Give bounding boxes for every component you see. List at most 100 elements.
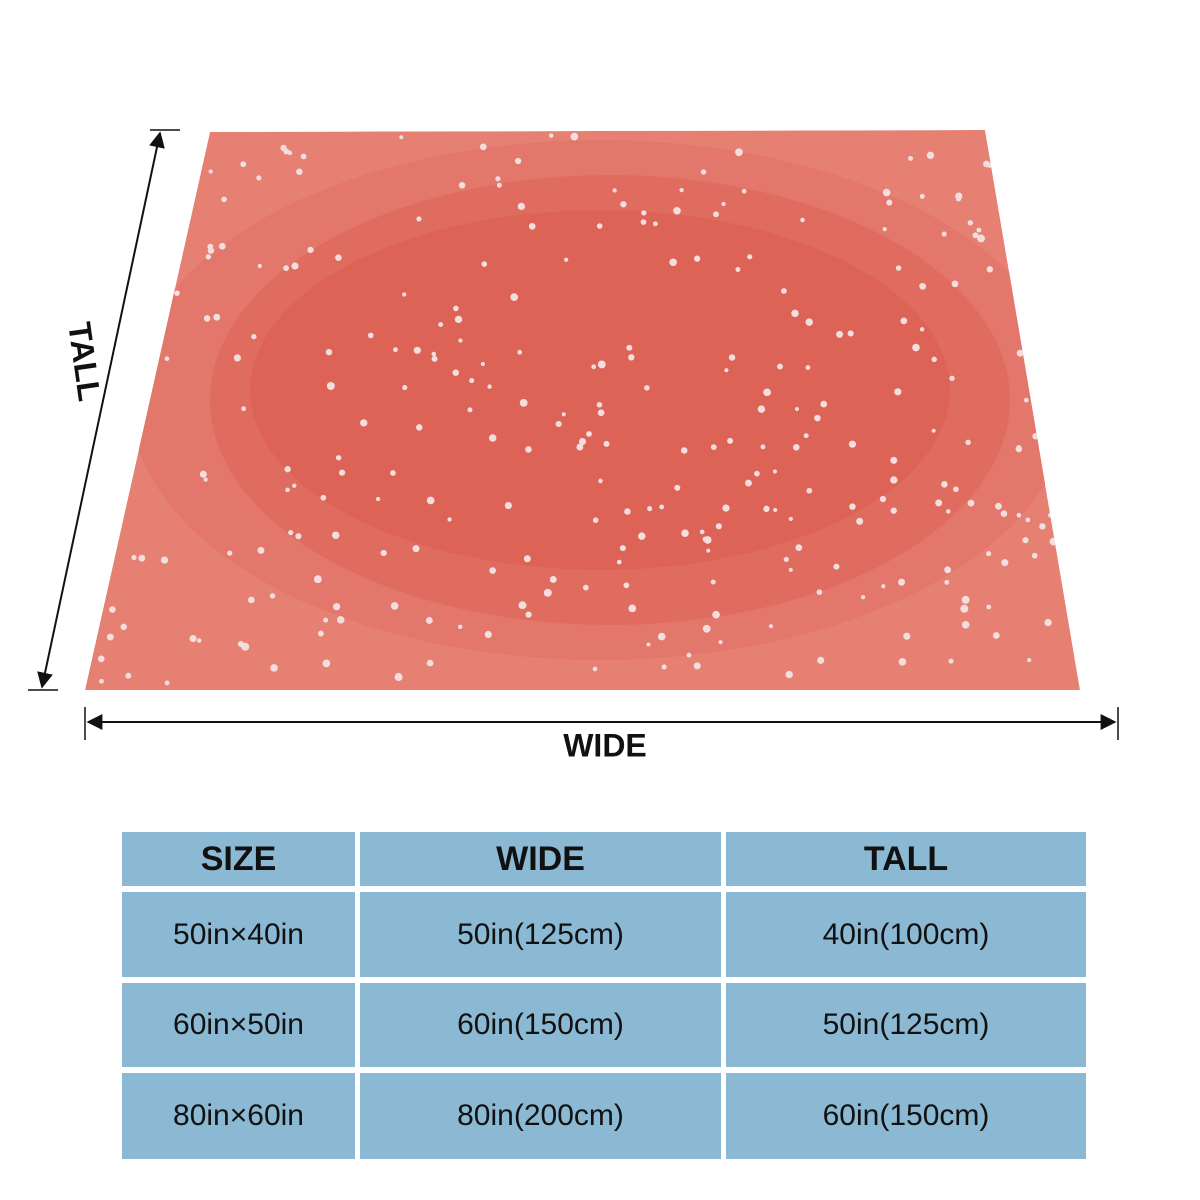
dot <box>986 551 992 557</box>
dot <box>919 327 925 332</box>
dot <box>794 406 800 412</box>
dot <box>519 398 528 407</box>
dot <box>1039 523 1046 530</box>
header-cell: TALL <box>726 832 1086 886</box>
dot <box>240 161 247 168</box>
dot <box>994 502 1002 510</box>
dot <box>715 523 722 530</box>
dot <box>961 621 970 629</box>
dot <box>745 479 752 487</box>
dot <box>592 517 599 523</box>
dot <box>1071 173 1077 180</box>
dot <box>894 388 902 396</box>
dot <box>288 530 294 536</box>
dot <box>718 640 723 645</box>
dot <box>256 175 262 181</box>
blanket <box>85 130 1080 690</box>
dot <box>741 188 747 194</box>
dot <box>944 579 950 585</box>
dot <box>992 632 1000 639</box>
dot <box>722 504 730 512</box>
dot <box>102 440 107 445</box>
dot <box>335 254 342 261</box>
dot <box>390 602 399 610</box>
dot <box>777 363 783 370</box>
dot <box>287 150 293 156</box>
dot <box>335 455 342 461</box>
dot <box>955 196 962 202</box>
dot <box>332 603 341 611</box>
dot <box>983 160 990 168</box>
dot <box>679 188 684 193</box>
dot <box>848 440 857 448</box>
dot <box>856 517 864 525</box>
dot <box>592 666 598 672</box>
dot <box>757 405 766 413</box>
dot <box>965 439 971 446</box>
dot <box>413 346 421 354</box>
dot <box>700 169 707 175</box>
dot <box>616 559 622 565</box>
table-cell: 40in(100cm) <box>726 892 1086 977</box>
dot <box>961 595 970 604</box>
dot <box>292 483 297 488</box>
dot <box>1016 512 1022 518</box>
dot <box>638 532 646 540</box>
dot <box>814 414 821 422</box>
dot <box>87 590 96 599</box>
dot <box>144 282 152 289</box>
dot <box>890 456 898 464</box>
dot <box>481 261 488 267</box>
dot <box>882 227 887 232</box>
dot <box>99 678 104 684</box>
dot <box>89 471 95 477</box>
dot <box>402 292 407 297</box>
dot <box>603 440 610 447</box>
dot <box>908 155 913 161</box>
dot <box>596 223 603 229</box>
dot <box>203 477 208 482</box>
dot <box>98 269 103 274</box>
dot <box>360 419 368 427</box>
dot <box>773 507 778 513</box>
dot <box>710 444 717 450</box>
dot <box>783 556 789 563</box>
dot <box>162 275 171 283</box>
dot <box>488 434 497 442</box>
dot <box>805 318 813 326</box>
dot <box>489 567 496 574</box>
dot <box>953 486 959 493</box>
dot <box>484 630 492 639</box>
dot <box>394 673 403 682</box>
dot <box>517 349 523 355</box>
dot <box>788 516 793 522</box>
dot <box>886 199 893 206</box>
dot <box>218 242 226 250</box>
dot <box>785 670 793 679</box>
dot <box>564 257 569 262</box>
dot <box>1032 433 1039 440</box>
dot <box>1031 552 1038 559</box>
dot <box>597 409 605 417</box>
dot <box>763 505 770 512</box>
dot <box>976 227 982 233</box>
dot <box>269 593 276 599</box>
dot <box>1048 512 1054 518</box>
dot <box>326 382 335 390</box>
tall-arrow <box>37 131 165 689</box>
dot <box>999 133 1004 138</box>
dot <box>967 499 975 507</box>
dot <box>402 384 408 391</box>
wide-label: WIDE <box>563 727 647 763</box>
size-table: SIZE WIDE TALL 50in×40in 50in(125cm) 40in(100… <box>122 832 1086 1159</box>
dot <box>703 536 712 544</box>
dot <box>986 266 994 273</box>
dot <box>1016 349 1024 357</box>
dot <box>721 201 726 207</box>
dot <box>760 444 766 450</box>
dot <box>628 354 635 361</box>
dot <box>291 262 299 270</box>
dot <box>525 446 532 453</box>
dot <box>597 360 606 369</box>
dot <box>313 575 322 584</box>
